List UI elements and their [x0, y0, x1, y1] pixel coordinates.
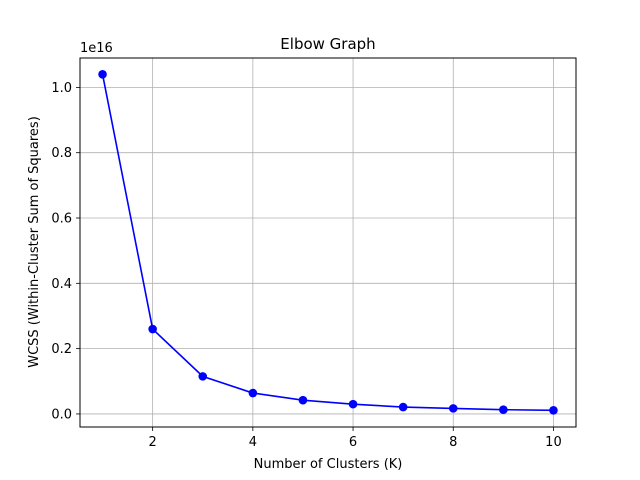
ticks: 2 4 6 8 10 0.0 0.2 0.4 0.6 0.8 1.0 — [51, 81, 561, 450]
chart-title: Elbow Graph — [280, 35, 375, 53]
data-point — [98, 70, 107, 79]
y-tick-label: 0.0 — [51, 407, 72, 422]
y-tick-label: 0.4 — [51, 277, 72, 292]
data-point — [448, 404, 458, 413]
data-point — [298, 395, 308, 405]
y-tick-label: 0.8 — [51, 146, 72, 161]
data-point — [398, 402, 408, 412]
y-offset-text: 1e16 — [80, 41, 113, 56]
data-point — [148, 324, 157, 334]
y-tick-label: 0.2 — [51, 342, 72, 357]
data-point — [198, 372, 208, 381]
grid — [80, 58, 576, 427]
x-tick-label: 10 — [545, 435, 562, 450]
y-tick-label: 1.0 — [51, 81, 72, 96]
data-point — [549, 406, 558, 415]
x-tick-label: 6 — [349, 435, 357, 450]
data-point — [248, 388, 258, 398]
x-tick-label: 8 — [449, 435, 457, 450]
data-point — [348, 399, 358, 409]
series-line — [101, 74, 554, 412]
y-axis-label: WCSS (Within-Cluster Sum of Squares) — [27, 116, 42, 368]
x-tick-label: 4 — [249, 435, 257, 450]
y-tick-label: 0.6 — [51, 212, 72, 227]
series-layer — [98, 70, 558, 415]
x-tick-label: 2 — [149, 435, 157, 450]
data-point — [499, 405, 508, 414]
x-axis-label: Number of Clusters (K) — [254, 457, 403, 472]
plot-frame — [79, 57, 577, 428]
